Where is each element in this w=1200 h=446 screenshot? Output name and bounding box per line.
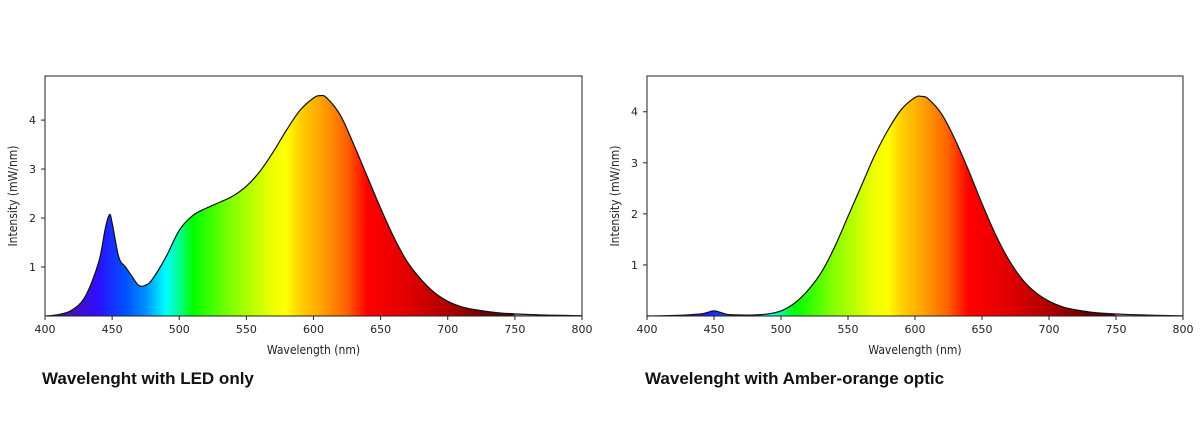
x-tick-label: 750 — [1106, 323, 1127, 336]
x-tick-label: 800 — [1173, 323, 1194, 336]
spectrum-curve — [646, 95, 1184, 317]
x-tick-label: 700 — [437, 323, 458, 336]
x-tick-label: 550 — [838, 323, 859, 336]
x-tick-label: 600 — [303, 323, 324, 336]
y-tick-label: 4 — [29, 114, 36, 127]
x-axis-label: Wavelength (nm) — [868, 343, 961, 357]
x-tick-label: 550 — [236, 323, 257, 336]
spectrum-area — [45, 95, 582, 317]
y-tick-label: 3 — [29, 163, 36, 176]
x-axis-label: Wavelength (nm) — [267, 343, 360, 357]
x-tick-label: 400 — [35, 323, 56, 336]
caption-led-only: Wavelenght with LED only — [42, 369, 254, 388]
y-axis-label: Intensity (mW/nm) — [6, 145, 20, 246]
x-tick-label: 600 — [905, 323, 926, 336]
x-tick-label: 650 — [370, 323, 391, 336]
x-tick-label: 800 — [572, 323, 593, 336]
y-axis-label: Intensity (mW/nm) — [608, 145, 622, 246]
x-tick-label: 750 — [504, 323, 525, 336]
spectrum-plot-left: 400 450 500 550 600 650 700 750 800 1 2 3 4 Wavelengt… — [6, 75, 593, 357]
spectrum-curve — [44, 94, 583, 317]
caption-amber-optic: Wavelenght with Amber-orange optic — [645, 369, 945, 388]
x-tick-label: 500 — [169, 323, 190, 336]
spectrum-area — [647, 96, 1183, 317]
chart-led-only: 400 450 500 550 600 650 700 750 800 1 2 3 4 Wavelengt… — [0, 0, 600, 360]
y-tick-label: 3 — [631, 157, 638, 170]
x-tick-label: 500 — [771, 323, 792, 336]
y-tick-label: 2 — [29, 212, 36, 225]
chart-amber-optic: 400 450 500 550 600 650 700 750 800 1 2 3 4 Wavelengt… — [600, 0, 1200, 360]
spectrum-plot-right: 400 450 500 550 600 650 700 750 800 1 2 3 4 Wavelengt… — [608, 75, 1194, 357]
x-tick-label: 450 — [704, 323, 725, 336]
x-tick-label: 400 — [637, 323, 658, 336]
y-tick-label: 4 — [631, 106, 638, 119]
x-tick-label: 700 — [1039, 323, 1060, 336]
y-tick-label: 1 — [29, 261, 36, 274]
y-tick-label: 1 — [631, 259, 638, 272]
x-tick-label: 650 — [972, 323, 993, 336]
x-tick-label: 450 — [102, 323, 123, 336]
y-tick-label: 2 — [631, 208, 638, 221]
